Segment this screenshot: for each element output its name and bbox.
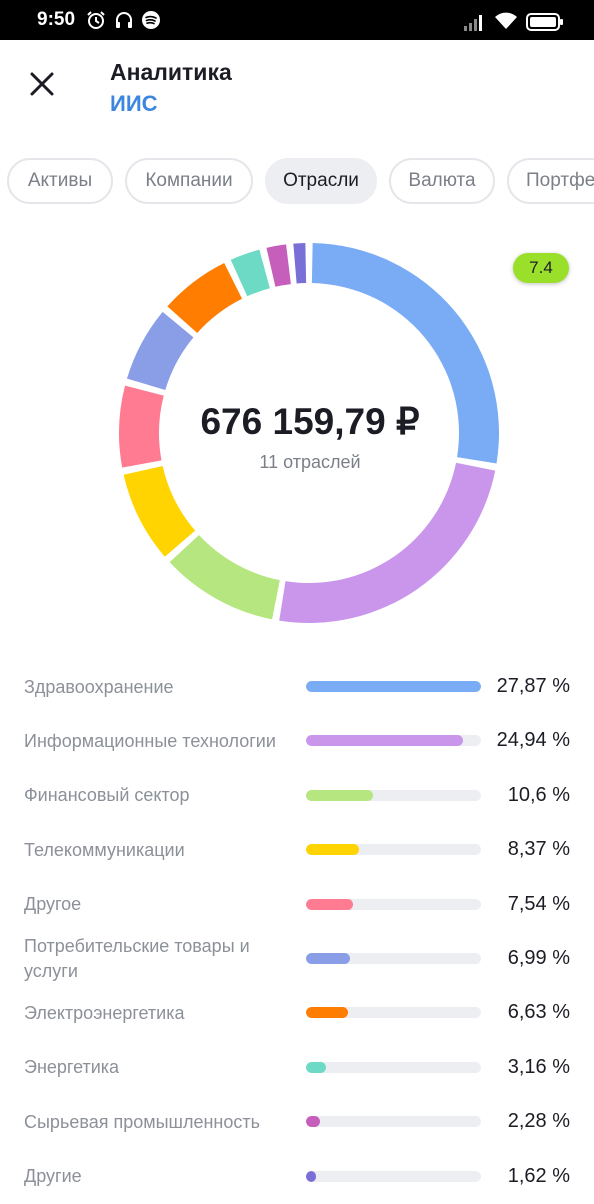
sector-bar-fill: [306, 844, 359, 856]
headphones-icon: [116, 12, 132, 28]
donut-segment[interactable]: [119, 385, 164, 468]
sector-bar-track: [306, 952, 481, 964]
list-item[interactable]: Другое 7,54 %: [0, 878, 594, 932]
sector-donut-chart: [119, 243, 500, 623]
list-item[interactable]: Телекоммуникации 8,37 %: [0, 823, 594, 877]
sector-bar-fill: [306, 789, 373, 801]
donut-segment[interactable]: [126, 311, 194, 391]
page-subtitle: ИИС: [110, 91, 158, 116]
signal-icon: [464, 15, 482, 31]
sector-bar-fill: [306, 1061, 326, 1073]
wifi-icon: [495, 12, 517, 29]
sector-percent: 2,28 %: [507, 1110, 570, 1133]
sector-bar-track: [306, 789, 481, 801]
sector-bar-fill: [306, 681, 481, 692]
sector-percent: 24,94 %: [496, 729, 570, 752]
tab-sectors[interactable]: Отрасли: [265, 158, 377, 204]
sector-percent: 27,87 %: [496, 675, 570, 697]
donut-segment[interactable]: [279, 462, 496, 623]
donut-segment[interactable]: [230, 249, 270, 297]
sector-name: Энергетика: [24, 1057, 120, 1078]
sector-name: Другое: [24, 894, 82, 915]
sector-bar-track: [306, 681, 481, 692]
close-button[interactable]: [22, 64, 62, 104]
sector-name: Потребительские товары и услуги: [24, 935, 250, 981]
sector-name: Информационные технологии: [24, 730, 276, 751]
sector-percent: 10,6 %: [507, 783, 570, 806]
sector-bar-track: [306, 1170, 481, 1182]
alarm-icon: [87, 11, 105, 29]
close-icon: [30, 72, 54, 96]
filter-tabs: Активы Компании Отрасли Валюта Портфе: [0, 158, 594, 208]
sector-name: Другие: [24, 1166, 82, 1187]
status-time: 9:50: [37, 9, 76, 30]
portfolio-total: 676 159,79 ₽: [200, 401, 420, 442]
sector-percent: 3,16 %: [507, 1055, 570, 1078]
sector-percent: 6,99 %: [507, 946, 570, 969]
donut-segment[interactable]: [167, 262, 243, 333]
sector-bar-track: [306, 898, 481, 910]
donut-segment[interactable]: [311, 243, 500, 464]
score-badge[interactable]: 7.4: [513, 253, 569, 283]
sector-bar-track: [306, 1007, 481, 1019]
page-title: Аналитика: [110, 59, 232, 85]
sector-list: Здравоохранение 27,87 % Информационные тех…: [0, 660, 594, 1204]
status-bar: 9:50: [0, 0, 594, 40]
list-item[interactable]: Потребительские товары и услуги 6,99 %: [0, 932, 594, 986]
sector-count: 11 отраслей: [259, 452, 361, 472]
tab-currency[interactable]: Валюта: [389, 158, 495, 204]
donut-segment[interactable]: [266, 244, 291, 287]
list-item[interactable]: Сырьевая промышленность 2,28 %: [0, 1095, 594, 1149]
list-item[interactable]: Финансовый сектор 10,6 %: [0, 769, 594, 823]
sector-name: Финансовый сектор: [24, 785, 190, 806]
donut-segment[interactable]: [293, 243, 307, 284]
sector-percent: 1,62 %: [507, 1164, 570, 1187]
list-item[interactable]: Другие 1,62 %: [0, 1150, 594, 1204]
sector-percent: 7,54 %: [507, 892, 570, 915]
tab-companies[interactable]: Компании: [125, 158, 253, 204]
sector-bar-fill: [306, 735, 463, 747]
list-item[interactable]: Энергетика 3,16 %: [0, 1041, 594, 1095]
list-item[interactable]: Информационные технологии 24,94 %: [0, 714, 594, 768]
sector-name: Сырьевая промышленность: [24, 1111, 261, 1132]
donut-segment[interactable]: [169, 534, 280, 620]
sector-bar-track: [306, 1116, 481, 1128]
sector-percent: 8,37 %: [507, 838, 570, 861]
battery-icon: [526, 13, 563, 31]
sector-bar-fill: [306, 1116, 321, 1128]
list-item[interactable]: Здравоохранение 27,87 %: [0, 660, 594, 714]
sector-bar-track: [306, 735, 481, 747]
sector-name: Телекоммуникации: [24, 839, 185, 860]
sector-bar-fill: [306, 1007, 348, 1019]
list-item[interactable]: Электроэнергетика 6,63 %: [0, 986, 594, 1040]
sector-name: Электроэнергетика: [24, 1002, 185, 1023]
tab-assets[interactable]: Активы: [7, 158, 113, 204]
sector-bar-track: [306, 844, 481, 856]
sector-bar-track: [306, 1061, 481, 1073]
sector-percent: 6,63 %: [507, 1001, 570, 1024]
sector-bar-fill: [306, 952, 350, 964]
sector-bar-fill: [306, 898, 354, 910]
tab-portfolio[interactable]: Портфе: [507, 158, 594, 204]
sector-bar-fill: [306, 1170, 317, 1182]
donut-segment[interactable]: [123, 465, 196, 557]
spotify-icon: [142, 11, 160, 29]
sector-name: Здравоохранение: [24, 676, 174, 697]
